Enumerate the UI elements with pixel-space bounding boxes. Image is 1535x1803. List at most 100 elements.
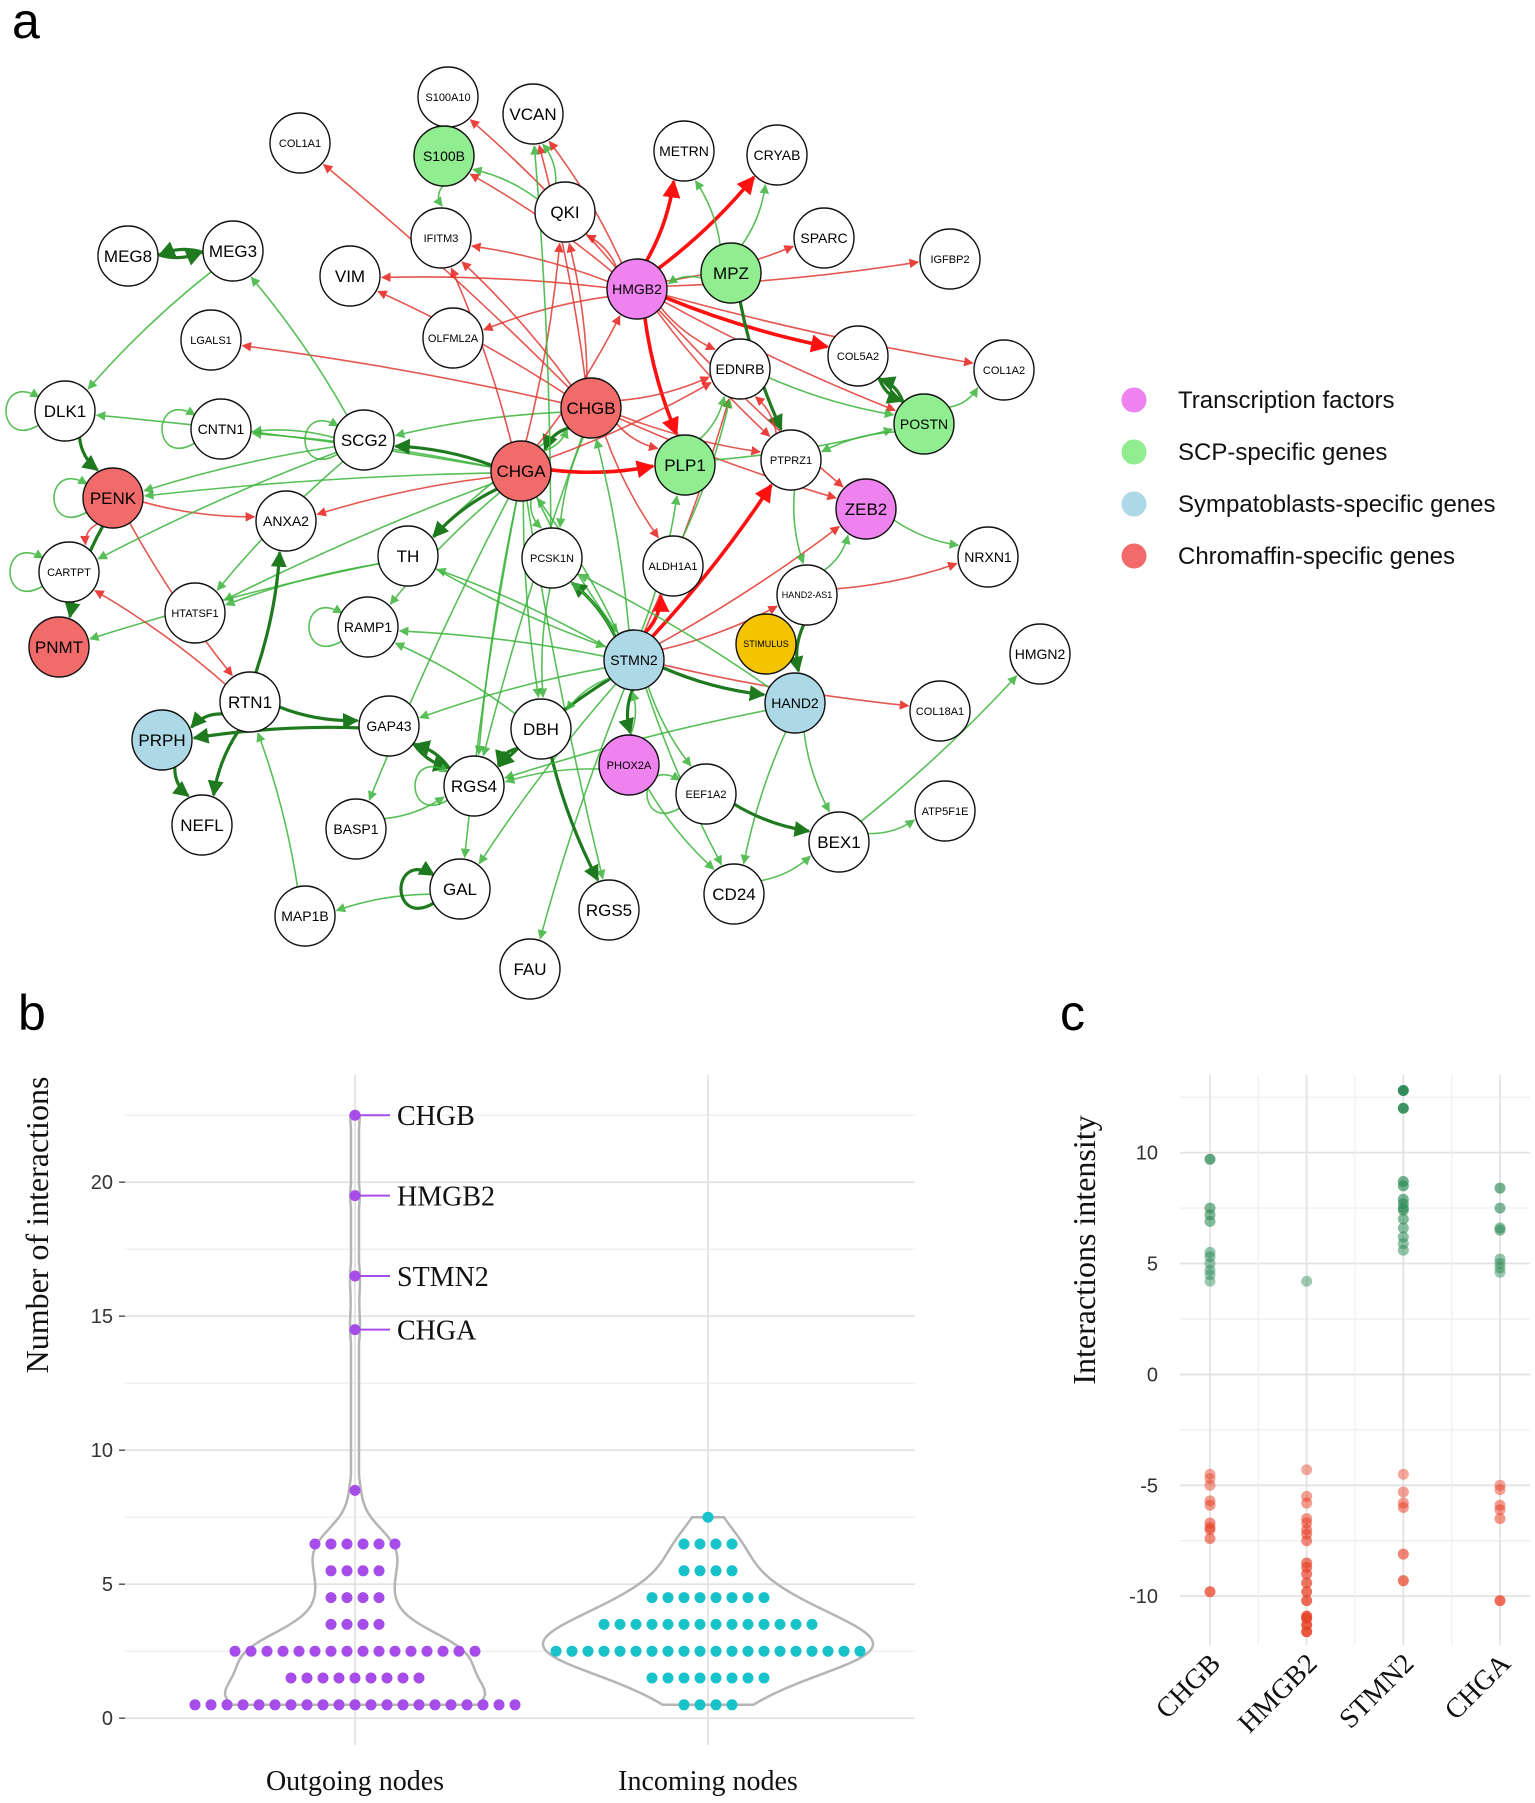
node-ramp1: RAMP1 [337, 596, 399, 658]
point-incoming-nodes [646, 1592, 658, 1604]
edge-hmgb2-to-plp1 [643, 317, 679, 436]
x-label-outgoing-nodes: Outgoing nodes [266, 1766, 444, 1797]
node-scg2-circle [333, 409, 395, 471]
edge-rtn1-to-cartpt [94, 589, 227, 686]
node-plp1-label: PLP1 [664, 456, 706, 475]
point-outgoing-nodes [461, 1699, 473, 1711]
point [1494, 1253, 1506, 1265]
node-cryab-circle [746, 124, 808, 186]
node-s100b-circle [413, 125, 475, 187]
point-outgoing-nodes [381, 1699, 393, 1711]
node-rgs4: RGS4 [443, 755, 505, 817]
node-bex1-circle [808, 811, 870, 873]
node-stmn2: STMN2 [603, 629, 665, 691]
edge-chga-to-ifitm3 [450, 267, 513, 443]
node-cryab-label: CRYAB [754, 147, 801, 163]
node-chgb-circle [560, 377, 622, 439]
point-outgoing-nodes [437, 1645, 449, 1657]
edge-postn-to-col1a2 [948, 387, 979, 409]
node-cartpt-label: CARTPT [47, 567, 91, 579]
point-incoming-nodes [694, 1592, 706, 1604]
node-qki-circle [534, 181, 596, 243]
edge-scg2-self-loop [304, 417, 339, 461]
edge-stmn2-to-pcsk1n [570, 581, 617, 638]
point-outgoing-nodes [301, 1699, 313, 1711]
node-qki: QKI [534, 181, 596, 243]
point-outgoing-nodes [413, 1672, 425, 1684]
node-penk: PENK [82, 467, 144, 529]
point-outgoing-nodes [477, 1699, 489, 1711]
node-igfbp2: IGFBP2 [919, 228, 981, 290]
node-olfml2a-circle [422, 307, 484, 369]
node-hand2-label: HAND2 [771, 695, 819, 711]
point-incoming-nodes [630, 1618, 642, 1630]
node-hmgn2: HMGN2 [1009, 623, 1071, 685]
edge-dlk1-self-loop [5, 388, 40, 432]
edge-stmn2-to-eef1a2 [647, 686, 692, 767]
point [1494, 1182, 1506, 1194]
y-tick-label-minus-10: -10 [1129, 1586, 1158, 1608]
node-eef1a2: EEF1A2 [675, 763, 737, 825]
point-incoming-nodes [630, 1645, 642, 1657]
node-meg3-circle [202, 220, 264, 282]
point-outgoing-nodes [309, 1538, 321, 1550]
point-outgoing-nodes [453, 1645, 465, 1657]
point-incoming-nodes [806, 1618, 818, 1630]
edge-stmn2-to-gap43 [418, 667, 606, 720]
edge-plp1-to-ednrb [699, 395, 728, 440]
node-cntn1-label: CNTN1 [198, 421, 245, 437]
node-s100b: S100B [413, 125, 475, 187]
edge-phox2a-to-rgs4 [504, 768, 600, 784]
edge-dbh-to-rgs4 [495, 746, 519, 767]
node-rgs5-label: RGS5 [586, 901, 632, 920]
point [1494, 1258, 1506, 1270]
legend-label: Chromaffin-specific genes [1178, 543, 1455, 570]
node-phox2a-label: PHOX2A [607, 760, 652, 772]
point [1494, 1595, 1506, 1607]
edge-chga-to-penk [143, 472, 492, 500]
node-gal-label: GAL [443, 880, 477, 899]
point-incoming-nodes [742, 1645, 754, 1657]
legend-swatch [1120, 490, 1148, 518]
point [1494, 1202, 1506, 1214]
point-incoming-nodes [774, 1645, 786, 1657]
point-incoming-nodes [726, 1699, 738, 1711]
node-qki-label: QKI [550, 203, 579, 222]
node-hand2-as1: HAND2-AS1 [776, 564, 838, 626]
node-ifitm3-circle [410, 207, 472, 269]
point-incoming-nodes [710, 1645, 722, 1657]
legend-label: SCP-specific genes [1178, 439, 1387, 466]
edge-stmn2-to-hand2-as1 [661, 605, 778, 651]
legend-item-sympatoblasts-specific-genes: Sympatoblasts-specific genes [1120, 490, 1495, 518]
node-vim: VIM [319, 245, 381, 307]
edge-phox2a-to-cd24 [647, 787, 715, 870]
edge-scg2-to-cartpt [97, 451, 337, 560]
point-outgoing-nodes [325, 1645, 337, 1657]
callout-label-stmn2: STMN2 [397, 1262, 489, 1293]
edge-mpz-to-hmgb2 [667, 274, 702, 285]
edge-zeb2-to-nrxn1 [893, 519, 960, 549]
point-outgoing-nodes [429, 1699, 441, 1711]
node-ednrb-label: EDNRB [715, 361, 764, 377]
edge-map1b-to-rtn1 [256, 732, 299, 888]
point-incoming-nodes [710, 1538, 722, 1550]
edge-prph-to-nefl [172, 767, 190, 798]
node-col18a1-circle [909, 680, 971, 742]
node-hand2: HAND2 [764, 672, 826, 734]
edge-penk-to-anxa2 [142, 501, 256, 522]
node-col1a1-label: COL1A1 [279, 138, 321, 150]
point-incoming-nodes [742, 1672, 754, 1684]
point [1204, 1264, 1216, 1276]
edge-chgb-to-zeb2 [618, 417, 837, 501]
node-col1a1: COL1A1 [269, 112, 331, 174]
edge-pcsk1n-to-dbh [537, 587, 551, 699]
node-rgs5: RGS5 [578, 879, 640, 941]
point [1494, 1513, 1506, 1525]
point-outgoing-nodes [341, 1618, 353, 1630]
point-outgoing-nodes [397, 1699, 409, 1711]
node-basp1-label: BASP1 [333, 821, 378, 837]
edge-ramp1-self-loop [308, 604, 343, 648]
point-incoming-nodes [702, 1511, 714, 1523]
node-sparc: SPARC [793, 207, 855, 269]
panel-b-violin-chart: b Number of interactions 0 5 10 15 20 Outgoi… [18, 985, 915, 1797]
